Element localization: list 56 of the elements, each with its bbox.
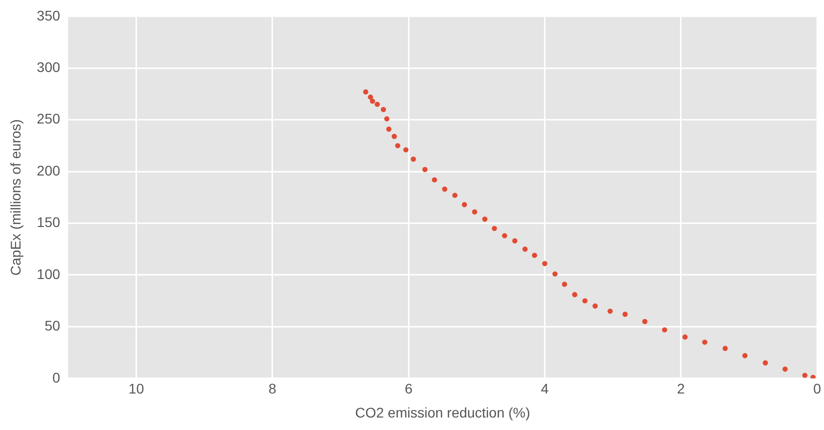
point — [422, 166, 428, 172]
y-tick-label: 0 — [52, 369, 60, 386]
y-tick-label: 200 — [36, 162, 60, 178]
point — [662, 327, 668, 332]
x-axis-title: CO2 emission reduction (%) — [355, 404, 530, 420]
y-tick-label: 150 — [36, 214, 60, 230]
x-tick-label: 6 — [404, 380, 413, 397]
x-tick-label: 2 — [677, 380, 686, 397]
point — [522, 246, 528, 252]
point — [782, 366, 788, 372]
y-tick-label: 50 — [44, 318, 60, 334]
point — [368, 94, 374, 100]
y-tick-label: 300 — [36, 58, 60, 75]
point — [642, 318, 648, 324]
point — [442, 186, 448, 192]
point — [395, 143, 400, 148]
point — [492, 226, 497, 232]
point — [410, 156, 416, 162]
point — [384, 116, 390, 122]
point — [592, 303, 598, 309]
y-axis-title: CapEx (millions of euros) — [7, 119, 24, 276]
point — [572, 292, 578, 298]
point — [462, 202, 468, 208]
point — [403, 147, 408, 152]
point — [542, 260, 548, 266]
x-tick-label: 4 — [540, 380, 549, 397]
point — [452, 192, 458, 198]
point — [552, 271, 558, 277]
point — [702, 340, 708, 345]
point — [722, 346, 728, 352]
point — [472, 209, 478, 214]
point — [762, 360, 768, 366]
point — [682, 334, 688, 340]
point — [512, 238, 518, 244]
y-tick-label: 250 — [36, 110, 60, 127]
point — [432, 177, 438, 182]
point — [562, 282, 568, 287]
point — [380, 106, 386, 112]
point — [482, 216, 488, 222]
point — [802, 372, 808, 378]
point — [374, 102, 380, 107]
point — [392, 134, 397, 139]
point — [582, 298, 588, 304]
point — [363, 89, 368, 95]
y-tick-label: 100 — [36, 266, 60, 282]
point — [742, 353, 748, 358]
point — [502, 233, 508, 238]
point — [622, 312, 628, 317]
point — [370, 98, 376, 104]
x-tick-label: 0 — [813, 380, 822, 397]
point — [386, 126, 392, 132]
x-tick-label: 8 — [268, 380, 277, 397]
y-tick-label: 350 — [36, 7, 60, 24]
point — [608, 308, 613, 314]
point — [532, 252, 538, 258]
x-tick-label: 10 — [128, 380, 144, 397]
